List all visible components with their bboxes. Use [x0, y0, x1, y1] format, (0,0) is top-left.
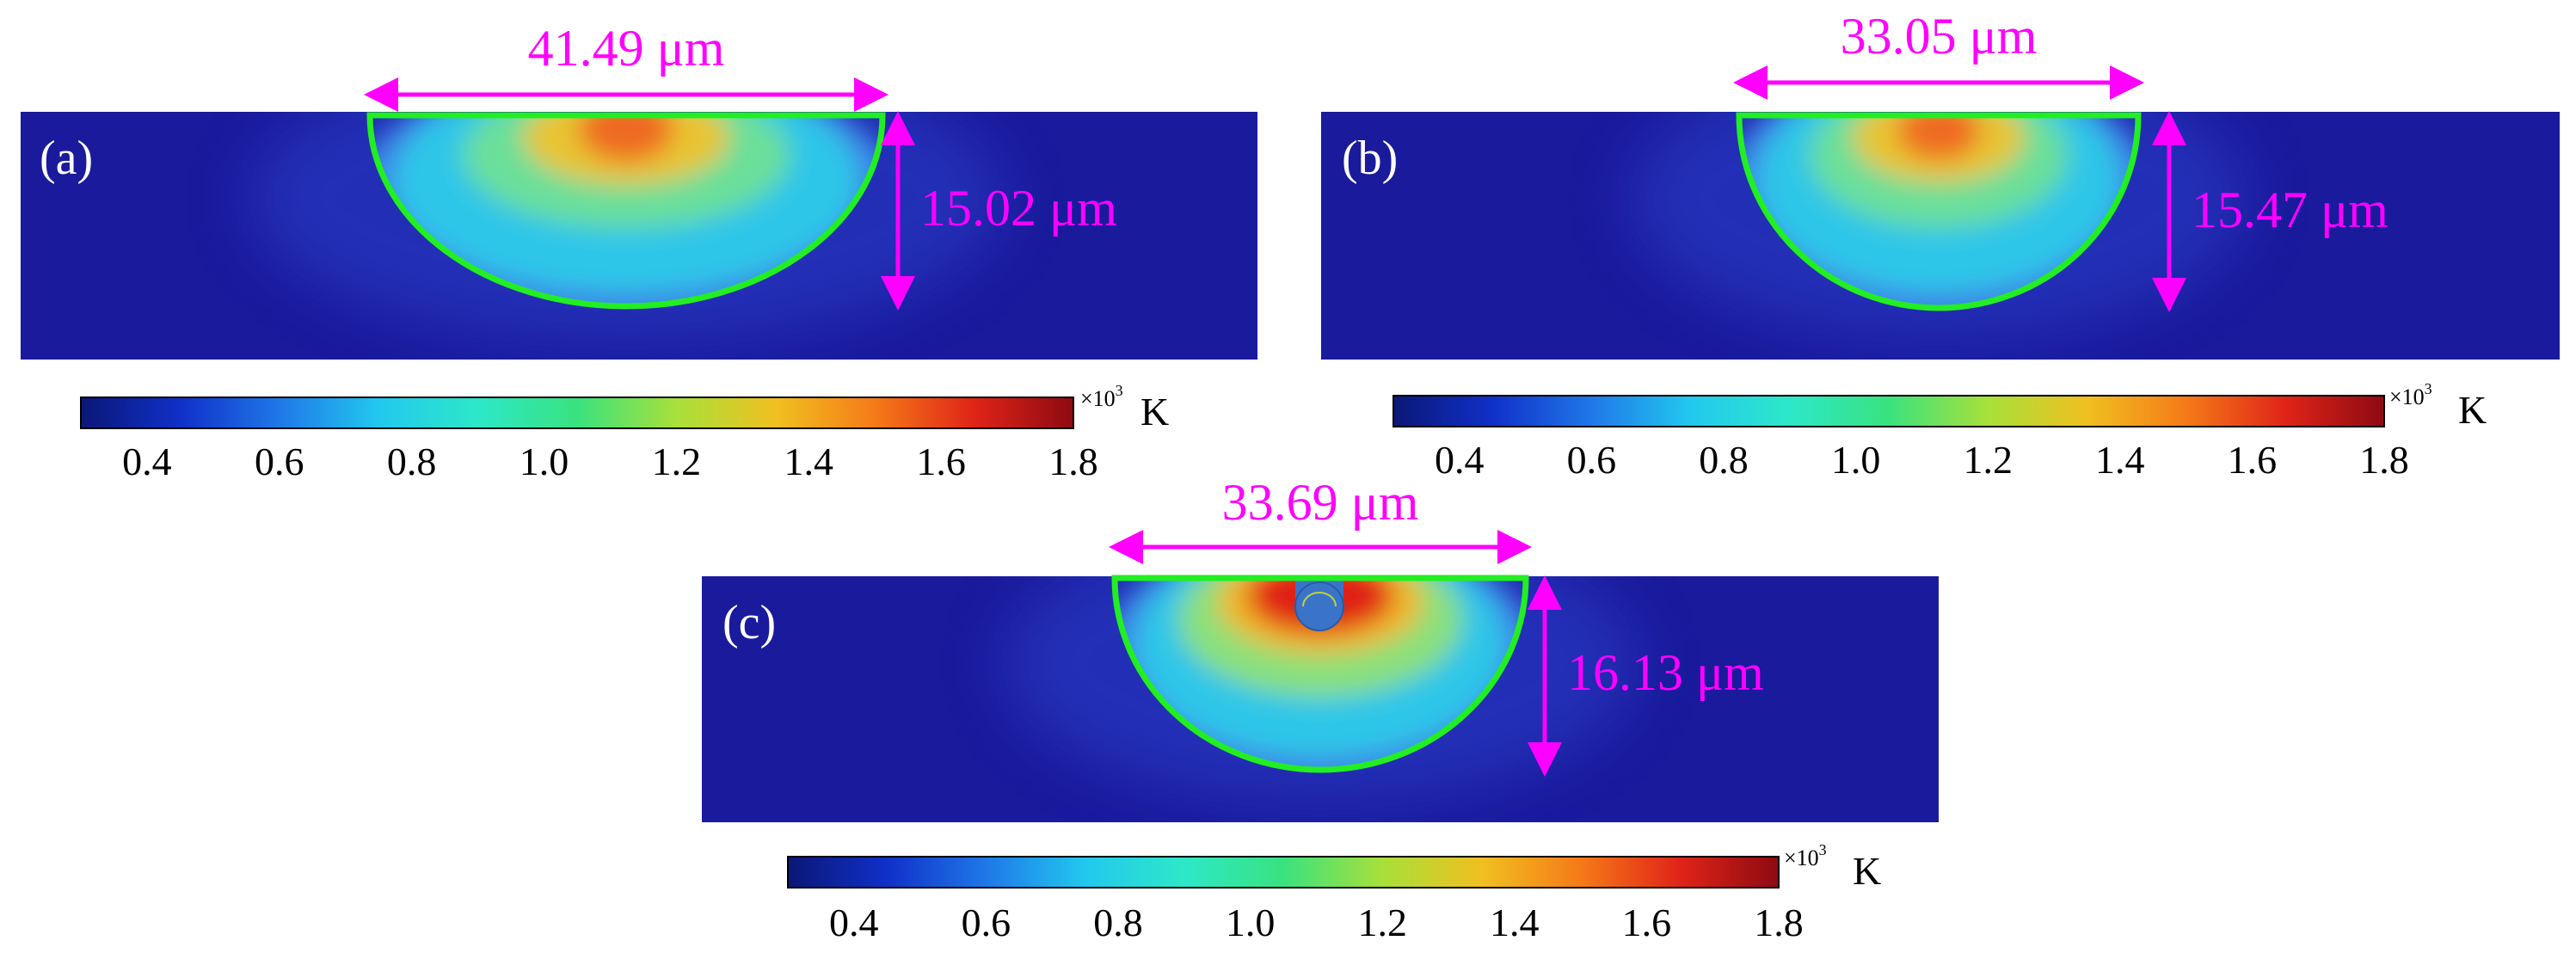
- panel-label: (b): [1342, 132, 1398, 185]
- colorbar-multiplier: ×103: [1784, 841, 1827, 870]
- melt-pool-boundary: [1111, 575, 1529, 773]
- panel-a: (a) 41.49 μm 15.02 μm: [21, 20, 1257, 360]
- colorbar-tick-label: 1.8: [1048, 440, 1098, 483]
- melt-pool-width-label: 41.49 μm: [528, 20, 725, 77]
- colorbar-multiplier: ×103: [1080, 382, 1123, 411]
- melt-pool-depth-label: 15.47 μm: [2192, 181, 2388, 238]
- colorbar-tick-label: 1.4: [2095, 438, 2145, 482]
- melt-pool-boundary: [366, 112, 886, 310]
- colorbar-multiplier-base: ×10: [1080, 386, 1116, 411]
- colorbar-gradient: [787, 856, 1780, 888]
- colorbar-tick-label: 1.0: [1831, 438, 1881, 482]
- melt-pool-boundary: [1736, 112, 2142, 311]
- colorbar-tick-label: 0.8: [1699, 438, 1749, 482]
- colorbar-tick-label: 1.2: [652, 440, 702, 483]
- colorbar-multiplier-base: ×10: [2389, 384, 2425, 409]
- colorbar-multiplier-exponent: 3: [2425, 380, 2432, 397]
- panel-b: (b) 33.05 μm 15.47 μm: [1321, 8, 2560, 360]
- colorbar-unit: K: [1853, 849, 1881, 893]
- colorbar-unit: K: [1140, 390, 1169, 433]
- colorbar-tick-label: 1.8: [2359, 438, 2409, 482]
- panel-label: (c): [722, 596, 776, 649]
- colorbar-tick-label: 0.6: [962, 901, 1011, 944]
- colorbar-b: 0.4 0.6 0.8 1.0 1.2 1.4 1.6 1.8 ×103 K: [1393, 380, 2487, 482]
- colorbar-tick-label: 1.6: [916, 440, 966, 483]
- colorbar-multiplier: ×103: [2389, 380, 2432, 409]
- colorbar-a: 0.4 0.6 0.8 1.0 1.2 1.4 1.6 1.8 ×103 K: [80, 382, 1169, 483]
- colorbar-tick-label: 1.0: [1226, 901, 1276, 944]
- colorbar-tick-label: 1.8: [1754, 901, 1804, 944]
- colorbar-tick-label: 1.6: [1622, 901, 1672, 944]
- melt-pool-width-label: 33.05 μm: [1841, 8, 2038, 65]
- colorbar-tick-label: 0.4: [829, 901, 879, 944]
- colorbar-gradient: [80, 397, 1074, 429]
- colorbar-gradient: [1393, 395, 2385, 427]
- colorbar-tick-label: 1.4: [1490, 901, 1540, 944]
- particle: [1294, 578, 1344, 631]
- colorbar-tick-label: 1.2: [1963, 438, 2013, 482]
- colorbar-tick-label: 0.6: [255, 440, 304, 483]
- colorbar-tick-label: 1.4: [784, 440, 834, 483]
- melt-pool-depth-label: 16.13 μm: [1567, 644, 1764, 701]
- colorbar-tick-label: 1.2: [1357, 901, 1407, 944]
- colorbar-c: 0.4 0.6 0.8 1.0 1.2 1.4 1.6 1.8 ×103 K: [787, 841, 1881, 944]
- colorbar-multiplier-base: ×10: [1784, 845, 1819, 870]
- melt-pool-width-label: 33.69 μm: [1222, 474, 1419, 531]
- melt-pool-depth-label: 15.02 μm: [920, 180, 1117, 237]
- colorbar-multiplier-exponent: 3: [1819, 841, 1827, 858]
- colorbar-tick-label: 0.8: [387, 440, 437, 483]
- colorbar-tick-label: 1.0: [520, 440, 569, 483]
- colorbar-tick-label: 1.6: [2228, 438, 2278, 482]
- colorbar-tick-label: 0.8: [1093, 901, 1143, 944]
- colorbar-tick-label: 0.6: [1567, 438, 1617, 482]
- panel-c: (c) 33.69 μm 16.13 μm: [702, 474, 1939, 822]
- colorbar-multiplier-exponent: 3: [1116, 382, 1123, 399]
- colorbar-tick-label: 0.4: [122, 440, 172, 483]
- panel-label: (a): [40, 132, 93, 185]
- colorbar-unit: K: [2458, 388, 2487, 432]
- colorbar-tick-label: 0.4: [1435, 438, 1485, 482]
